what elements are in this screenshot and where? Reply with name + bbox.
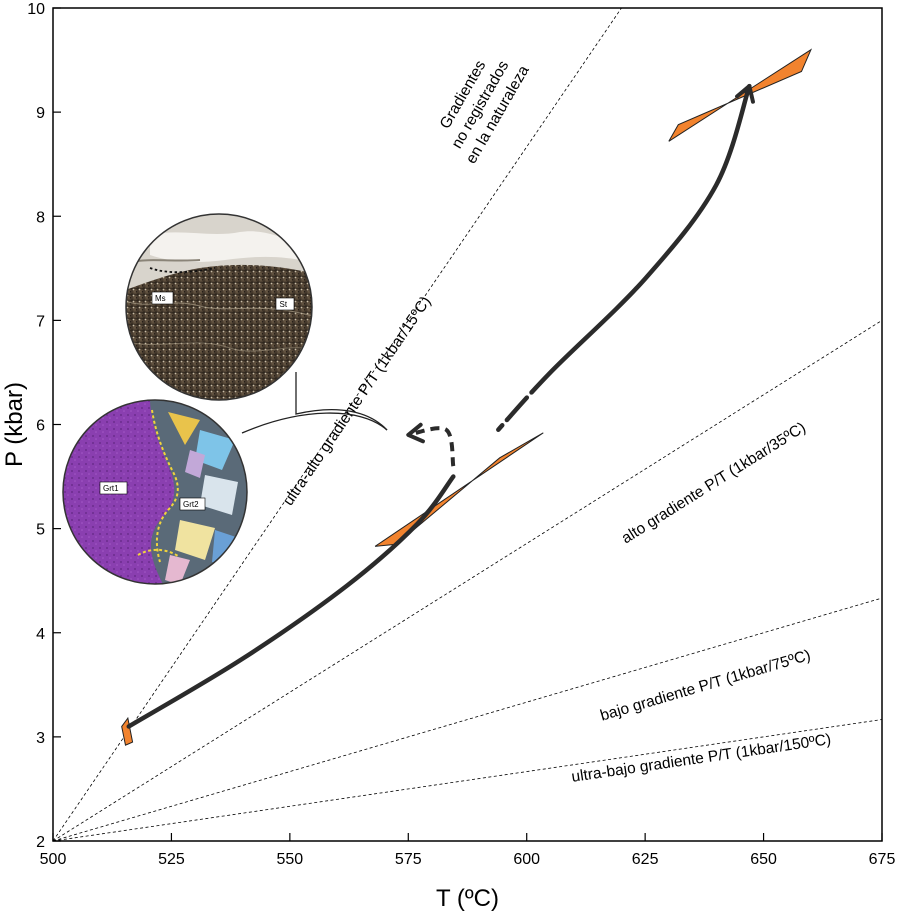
inset-label-ms: Ms — [155, 294, 166, 303]
y-tick-label: 9 — [36, 105, 45, 122]
pt-field — [121, 716, 134, 746]
inset-connector-lower — [241, 412, 388, 434]
x-tick-label: 525 — [158, 851, 185, 868]
y-tick-label: 8 — [36, 209, 45, 226]
x-axis-label: T (ºC) — [436, 885, 499, 911]
inset-label-grt2: Grt2 — [183, 500, 199, 509]
y-tick-label: 2 — [36, 834, 45, 851]
micrograph-inset-garnet: Grt1 Grt2 — [62, 399, 248, 585]
pt-path-retrograde — [407, 426, 456, 467]
y-tick-label: 5 — [36, 522, 45, 539]
pt-path-exhumation — [496, 83, 752, 432]
gradient-line — [53, 597, 882, 841]
y-axis-label: P (kbar) — [1, 382, 28, 467]
gradient-label: bajo gradiente P/T (1kbar/75ºC) — [598, 647, 812, 725]
x-tick-label: 675 — [869, 851, 896, 868]
pt-path-prograde — [126, 474, 456, 729]
x-tick-label: 650 — [750, 851, 777, 868]
forbidden-zone-label: Gradientes no registrados en la naturale… — [437, 57, 533, 166]
gradient-line — [53, 320, 882, 841]
gradient-line — [53, 719, 882, 841]
gradient-label: ultra-bajo gradiente P/T (1kbar/150ºC) — [570, 731, 832, 786]
pt-path-exhumation-arrowhead — [735, 84, 755, 104]
x-tick-label: 550 — [277, 851, 304, 868]
x-tick-label: 575 — [395, 851, 422, 868]
y-tick-label: 7 — [36, 313, 45, 330]
y-tick-label: 10 — [27, 1, 45, 18]
micrograph-inset-ms-st: Ms St — [125, 213, 313, 401]
y-tick-label: 6 — [36, 418, 45, 435]
inset-label-grt1: Grt1 — [103, 484, 119, 493]
y-tick-label: 3 — [36, 730, 45, 747]
pt-field — [374, 432, 544, 547]
inset-connector-upper — [295, 372, 388, 431]
gradient-label: alto gradiente P/T (1kbar/35ºC) — [619, 419, 809, 547]
x-tick-label: 600 — [513, 851, 540, 868]
x-tick-label: 500 — [40, 851, 67, 868]
y-tick-label: 4 — [36, 626, 45, 643]
pt-path-retrograde-arrowhead — [406, 422, 425, 444]
x-tick-label: 625 — [632, 851, 659, 868]
inset-label-st: St — [280, 300, 288, 309]
